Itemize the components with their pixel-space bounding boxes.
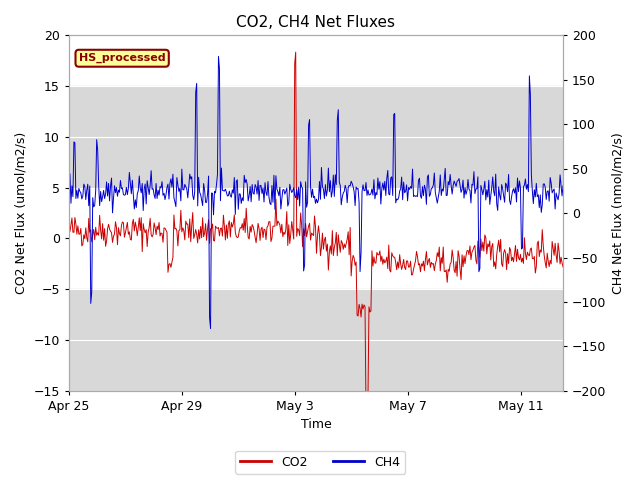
Title: CO2, CH4 Net Fluxes: CO2, CH4 Net Fluxes bbox=[237, 15, 396, 30]
Legend: CO2, CH4: CO2, CH4 bbox=[235, 451, 405, 474]
Y-axis label: CH4 Net Flux (nmol/m2/s): CH4 Net Flux (nmol/m2/s) bbox=[612, 132, 625, 294]
Bar bbox=[69, 86, 563, 188]
Y-axis label: CO2 Net Flux (umol/m2/s): CO2 Net Flux (umol/m2/s) bbox=[15, 132, 28, 294]
Text: HS_processed: HS_processed bbox=[79, 53, 166, 63]
X-axis label: Time: Time bbox=[301, 419, 332, 432]
Bar bbox=[69, 289, 563, 391]
